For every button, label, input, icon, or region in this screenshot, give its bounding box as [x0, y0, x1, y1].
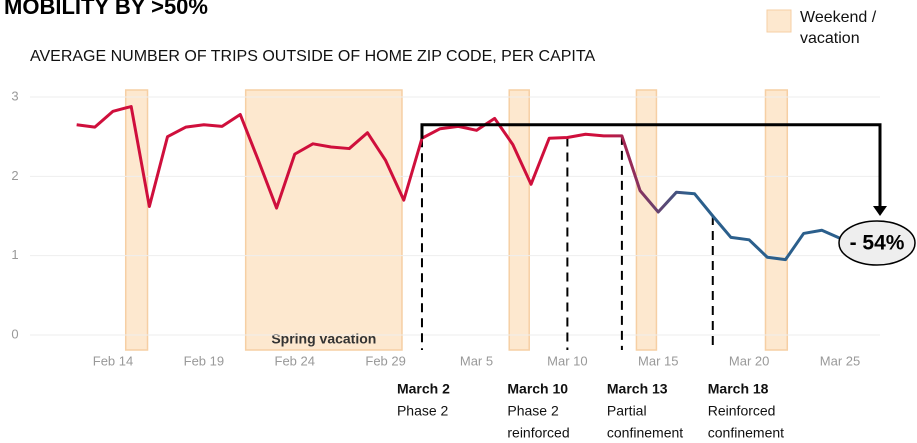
event-label: Reinforced — [708, 403, 776, 419]
event-date: March 10 — [507, 381, 568, 397]
x-tick-label: Feb 14 — [93, 353, 133, 368]
change-label: - 54% — [850, 232, 905, 255]
x-tick-label: Feb 29 — [365, 353, 405, 368]
x-tick-label: Feb 24 — [275, 353, 315, 368]
arrow-head — [873, 206, 887, 216]
x-tick-label: Mar 25 — [820, 353, 860, 368]
data-line — [76, 105, 841, 262]
event-label: confinement — [607, 425, 683, 441]
x-tick-label: Mar 20 — [729, 353, 769, 368]
event-date: March 18 — [708, 381, 769, 397]
shaded-band — [764, 89, 789, 351]
reference-line — [420, 123, 882, 208]
x-tick-label: Mar 15 — [638, 353, 678, 368]
legend-swatch — [766, 9, 792, 33]
y-tick-label: 2 — [11, 168, 18, 183]
shaded-band — [635, 89, 658, 351]
shaded-band — [124, 89, 149, 351]
y-tick-label: 0 — [11, 326, 18, 341]
event-label: Phase 2 — [397, 403, 449, 419]
event-label: Partial — [607, 403, 647, 419]
band-label: Spring vacation — [271, 331, 376, 347]
x-tick-label: Mar 10 — [547, 353, 587, 368]
x-tick-label: Mar 5 — [460, 353, 493, 368]
event-label: reinforced — [507, 425, 569, 441]
event-label: Phase 2 — [507, 403, 559, 419]
x-tick-label: Feb 19 — [184, 353, 224, 368]
event-date: March 2 — [397, 381, 450, 397]
shaded-band — [508, 89, 530, 351]
legend-label: Weekend / — [800, 9, 877, 26]
y-tick-label: 3 — [11, 88, 18, 103]
legend-label: vacation — [800, 30, 860, 47]
change-bubble — [838, 220, 916, 266]
chart-title: MOBILITY BY >50% — [4, 0, 208, 19]
shaded-band — [244, 89, 403, 351]
chart-subtitle: AVERAGE NUMBER OF TRIPS OUTSIDE OF HOME … — [30, 48, 595, 65]
event-date: March 13 — [607, 381, 668, 397]
event-label: confinement — [708, 425, 784, 441]
y-tick-label: 1 — [11, 247, 18, 262]
